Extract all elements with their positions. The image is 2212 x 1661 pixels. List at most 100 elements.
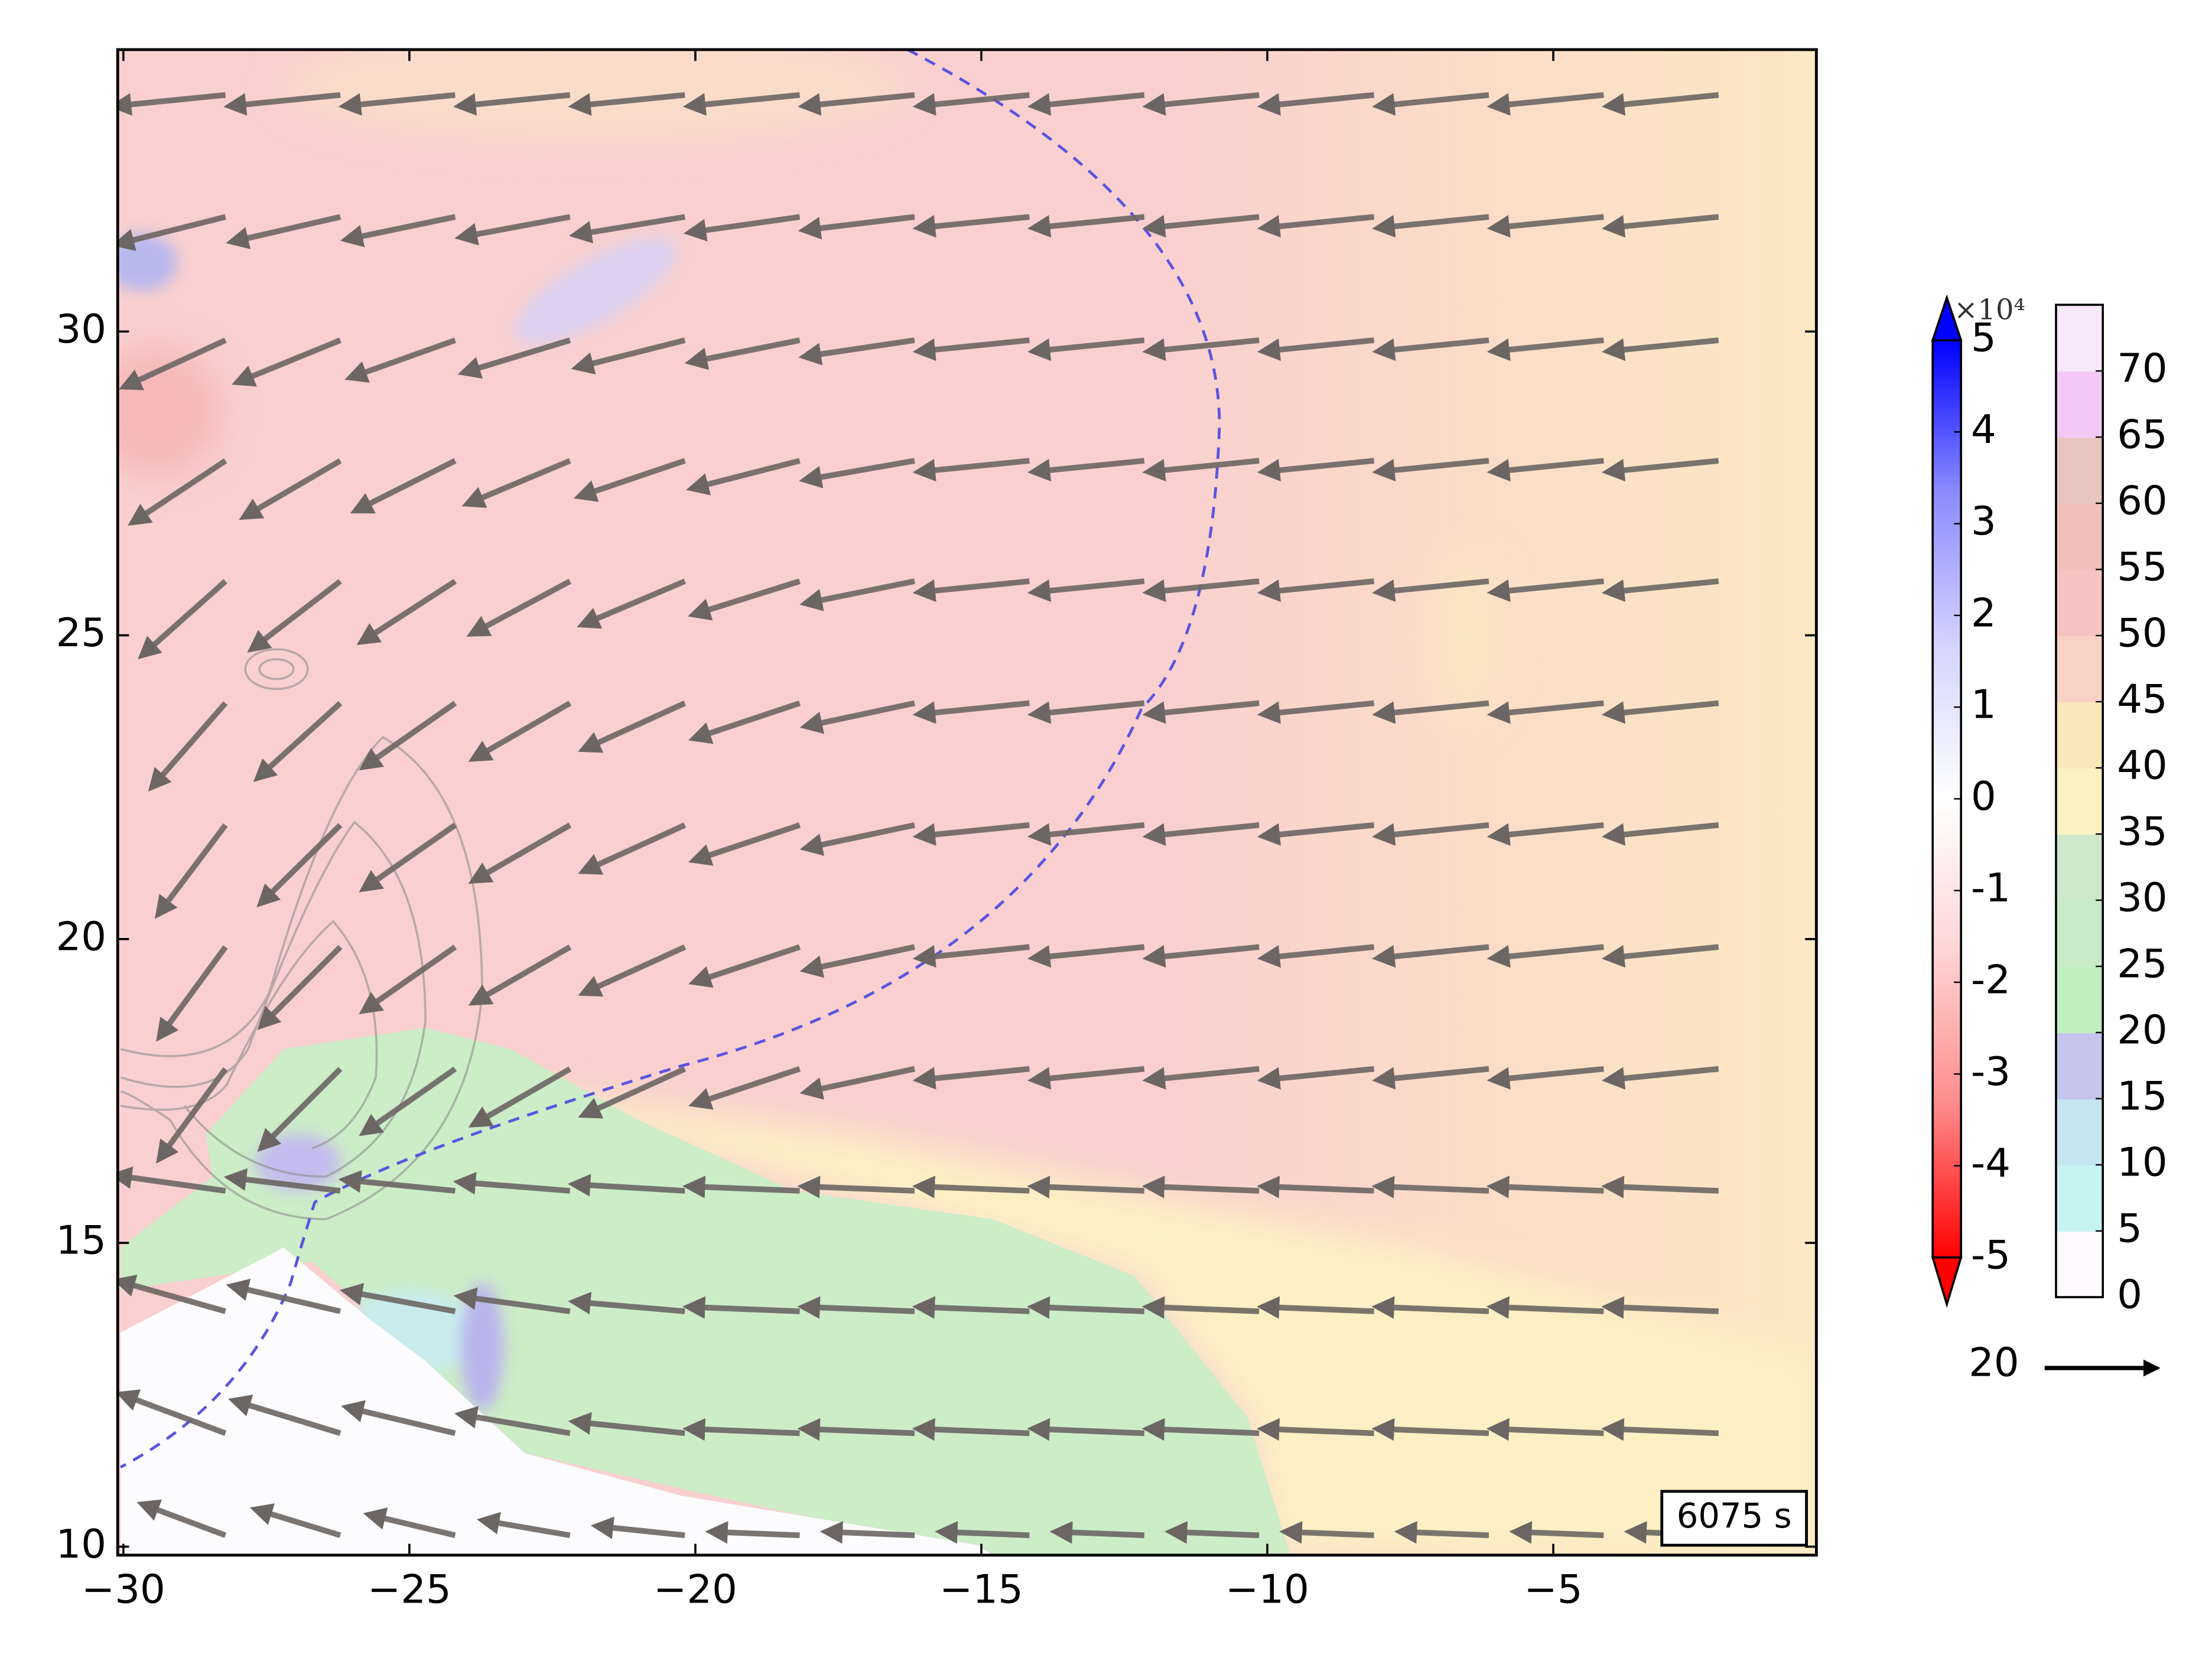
wind-arrow [359,701,457,771]
wind-arrow [799,578,915,611]
wind-arrow [226,214,341,249]
wind-arrow [344,337,457,383]
wind-arrow [1027,1418,1144,1441]
wind-arrow [798,92,915,116]
wind-arrow [253,701,343,782]
wind-arrow [1486,1066,1604,1090]
colorbar-extend [1931,294,1963,341]
wind-arrow [1257,1418,1374,1441]
wind-arrow [1486,1418,1604,1441]
wind-arrow [1141,1296,1260,1319]
wind-arrow [797,1418,915,1441]
wind-arrow [1142,458,1260,482]
colorbar-bin [2056,900,2103,968]
colorbar-tick-label: 4 [1971,406,1996,452]
wind-arrow [912,1175,1030,1198]
y-tick-label: 10 [56,1521,107,1567]
wind-arrow [118,1389,227,1436]
wind-arrow [128,458,227,526]
colorbar-bin [2056,371,2103,438]
wind-arrow [688,700,801,744]
colorbar-tick-label: 20 [2117,1007,2168,1053]
wind-arrow [1372,822,1489,846]
wind-arrow [466,578,572,637]
wind-arrow [1257,214,1375,238]
wind-arrow [118,92,226,116]
wind-arrow [468,1066,572,1128]
wind-arrow [1601,1418,1719,1441]
wind-arrow [339,1283,456,1314]
wind-arrow [338,1170,456,1194]
y-tick-label: 30 [56,306,107,352]
colorbar-bin [2056,437,2103,504]
wind-arrow [476,1512,571,1538]
colorbar-bin [2056,768,2103,835]
wind-arrow [1142,944,1260,968]
wind-arrow [1372,700,1489,724]
wind-arrow [359,822,457,893]
colorbar-bin [2056,966,2103,1034]
colorbar-tick-label: 0 [1971,773,1996,819]
wind-arrow [1141,1175,1260,1198]
colorbar-bin [2056,569,2103,637]
wind-arrow [359,1066,457,1136]
wind-arrow [1372,578,1489,602]
wind-arrow [578,701,687,753]
white-region [121,1248,993,1555]
wind-arrow [350,458,457,514]
wind-arrow [568,1292,685,1315]
wind-arrow [1602,944,1719,968]
wind-arrow [912,92,1030,116]
wind-arrow [1027,214,1145,238]
wind-arrow [156,945,228,1042]
wind-arrow [1142,214,1260,238]
wind-arrow [1142,1066,1260,1090]
colorbar-tick-label: 3 [1971,498,1996,544]
wind-arrow [912,1066,1030,1090]
wind-arrow [578,1066,687,1119]
wind-arrow [1257,458,1375,482]
x-tick-label: −5 [1524,1566,1583,1613]
colorbar-bin [2056,503,2103,571]
wind-arrow [257,1067,343,1152]
wind-arrow [226,1278,341,1314]
wind-arrow [578,944,687,997]
wind-arrow [454,1406,571,1437]
wind-arrow [568,92,685,116]
wind-arrow [912,214,1030,238]
wind-arrow [1486,700,1604,724]
wind-arrow [148,701,228,792]
field [118,50,1817,1555]
wind-arrow [912,700,1030,724]
wind-arrow [154,823,228,919]
wind-arrow [682,92,801,116]
wind-arrow [1257,700,1375,724]
wind-arrows [118,92,1719,1544]
wind-arrow [1394,1521,1489,1544]
wind-arrow [1257,337,1375,361]
wind-arrow [232,337,341,387]
wind-arrow [1486,337,1604,361]
wind-arrow [1142,92,1260,116]
wind-arrow [1602,92,1719,116]
wind-arrow [682,1418,800,1441]
colorbar-tick-label: 65 [2117,412,2168,458]
wind-arrow [799,822,915,856]
colorbar-tick-label: 70 [2117,346,2168,392]
wind-arrow [138,579,227,660]
colorbar-bin [2056,834,2103,901]
wind-arrow [568,1412,685,1437]
colorbar-bin [2056,702,2103,769]
wind-arrow [1142,700,1260,724]
wind-arrow [257,945,343,1030]
wind-arrow [1486,92,1604,116]
annotation-box [1660,1490,1808,1547]
wind-arrow [1486,1296,1604,1319]
colorbar-bin [2056,1099,2103,1166]
plot-frame [116,48,1818,1557]
wind-arrow [799,1066,915,1100]
colorbar-exponent: ×10⁴ [1954,294,2025,327]
wind-arrow [118,214,226,251]
x-tick-label: −10 [1225,1566,1309,1613]
